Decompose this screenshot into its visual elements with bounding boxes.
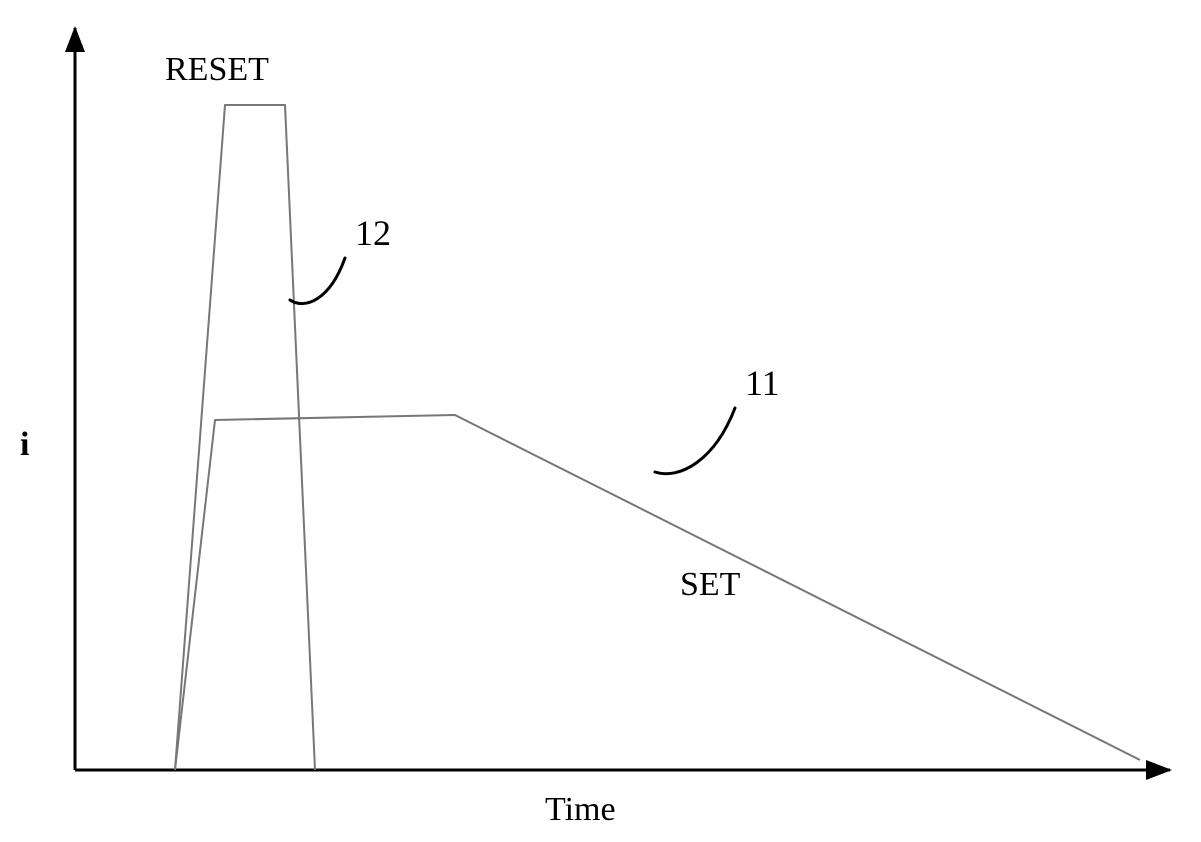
x-axis-label: Time [545,791,616,828]
chart-background [0,0,1201,842]
y-axis-label: i [20,426,29,463]
reset-label: RESET [165,51,269,88]
tag-12-label: 12 [355,213,391,253]
set-label: SET [680,566,741,603]
chart-svg: i Time RESET SET 12 11 [0,0,1201,842]
chart-container: i Time RESET SET 12 11 [0,0,1201,842]
tag-11-label: 11 [745,363,780,403]
